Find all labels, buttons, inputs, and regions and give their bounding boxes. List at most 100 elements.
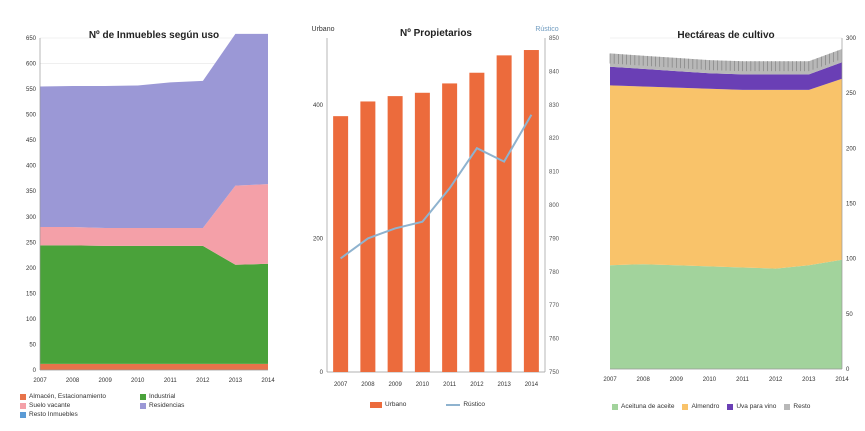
y-tick-label: 250 <box>26 240 37 246</box>
y-tick-label: 250 <box>846 91 857 97</box>
y-tick-label: 200 <box>313 236 324 242</box>
y-tick-label: 600 <box>26 62 37 68</box>
chart-title: Hectáreas de cultivo <box>677 30 774 41</box>
y2-tick-label: 770 <box>549 303 560 309</box>
legend-swatch <box>682 403 689 410</box>
x-tick-label: 2009 <box>98 378 112 384</box>
legend-item-industrial: Industrial <box>140 392 175 401</box>
y-tick-label: 0 <box>33 368 37 374</box>
chart-inmuebles: 0 50 100 150 200 250 300 350 400 450 500 550 600 650 2… <box>0 0 283 426</box>
chart-propietarios-svg: 0 200 400 750 760 770 780 790 800 810 820 830 840 850… <box>312 26 560 388</box>
y2-axis-title: Rústico <box>535 26 558 33</box>
x-tick-label: 2007 <box>33 378 47 384</box>
area-3 <box>40 33 268 229</box>
bar-urbano-1 <box>360 101 376 373</box>
y-tick-label: 50 <box>846 312 853 318</box>
x-tick-label: 2012 <box>196 378 210 384</box>
y-tick-label: 300 <box>846 36 857 42</box>
y-axis-title: Urbano <box>312 26 335 33</box>
x-tick-label: 2012 <box>769 377 783 383</box>
y-tick-label: 550 <box>26 87 37 93</box>
area-1 <box>40 245 268 364</box>
legend-item-resto-inmuebles: Resto Inmuebles <box>20 410 184 419</box>
bar-urbano-0 <box>333 116 349 372</box>
x-tick-label: 2009 <box>670 377 684 383</box>
legend-label: Residencias <box>149 402 185 409</box>
chart-propietarios: 0 200 400 750 760 770 780 790 800 810 820 830 840 850… <box>290 0 590 426</box>
bar-urbano-5 <box>469 72 485 373</box>
legend-swatch <box>784 403 791 410</box>
x-tick-label: 2011 <box>443 382 457 388</box>
area-2 <box>610 62 842 90</box>
x-tick-label: 2012 <box>470 382 484 388</box>
y2-tick-label: 790 <box>549 236 560 242</box>
y-tick-label: 400 <box>26 164 37 170</box>
x-tick-label: 2013 <box>229 378 243 384</box>
x-tick-label: 2011 <box>736 377 750 383</box>
line-rustico <box>340 114 533 260</box>
chart-title: Nº de Inmuebles según uso <box>89 30 219 41</box>
legend-item-rustico: Rústico <box>446 400 485 409</box>
legend-item-uva: Uva para vino <box>727 402 776 411</box>
legend-item-residencias: Residencias <box>140 401 184 410</box>
bar-urbano-3 <box>414 92 430 372</box>
bar-urbano-7 <box>523 50 539 373</box>
legend-swatch <box>612 403 618 410</box>
y2-tick-label: 820 <box>549 136 560 142</box>
x-tick-label: 2013 <box>497 382 511 388</box>
y-tick-label: 150 <box>26 291 37 297</box>
legend-label: Aceituna de aceite <box>621 403 675 410</box>
legend-swatch <box>446 403 461 406</box>
x-tick-label: 2010 <box>703 377 717 383</box>
y-tick-label: 0 <box>846 367 850 373</box>
x-tick-label: 2014 <box>261 378 275 384</box>
x-tick-label: 2013 <box>802 377 816 383</box>
legend-item-almacen: Almacén, Estacionamiento <box>20 392 130 401</box>
area-0 <box>610 259 842 369</box>
y-tick-label: 300 <box>26 215 37 221</box>
legend-swatch <box>20 411 26 418</box>
chart-inmuebles-svg: 0 50 100 150 200 250 300 350 400 450 500 550 600 650 2… <box>26 30 275 384</box>
bar-urbano-6 <box>496 55 512 372</box>
legend-swatch <box>140 402 146 409</box>
x-tick-label: 2011 <box>164 378 178 384</box>
y-tick-label: 400 <box>313 103 324 109</box>
legend-swatch <box>140 393 146 400</box>
y-tick-label: 200 <box>846 146 857 152</box>
y-tick-label: 150 <box>846 202 857 208</box>
legend-item-almendro: Almendro <box>682 402 719 411</box>
chart-title: Nº Propietarios <box>400 28 472 39</box>
y2-tick-label: 840 <box>549 69 560 75</box>
x-tick-label: 2010 <box>131 378 145 384</box>
x-tick-label: 2009 <box>388 382 402 388</box>
legend-propietarios: Urbano Rústico <box>370 400 485 409</box>
x-tick-label: 2014 <box>835 377 849 383</box>
legend-swatch <box>20 402 26 409</box>
y2-tick-label: 760 <box>549 337 560 343</box>
legend-hectareas: Aceituna de aceite Almendro Uva para vin… <box>612 402 810 411</box>
legend-swatch <box>727 403 734 410</box>
y-tick-label: 0 <box>320 370 324 376</box>
y2-tick-label: 800 <box>549 203 560 209</box>
y2-tick-label: 780 <box>549 270 560 276</box>
y2-tick-label: 810 <box>549 170 560 176</box>
legend-label: Resto Inmuebles <box>29 411 78 418</box>
x-tick-label: 2008 <box>66 378 80 384</box>
bar-urbano-4 <box>442 83 458 372</box>
x-tick-label: 2008 <box>361 382 375 388</box>
y-tick-label: 100 <box>26 317 37 323</box>
area-2 <box>40 184 268 265</box>
legend-item-aceituna: Aceituna de aceite <box>612 402 674 411</box>
legend-label: Uva para vino <box>736 403 777 410</box>
legend-item-resto: Resto <box>784 402 810 411</box>
y-tick-label: 450 <box>26 138 37 144</box>
x-tick-label: 2008 <box>636 377 650 383</box>
y-tick-label: 650 <box>26 36 37 42</box>
area-0 <box>40 363 268 370</box>
y2-tick-label: 850 <box>549 36 560 42</box>
legend-inmuebles: Almacén, Estacionamiento Industrial Suel… <box>20 392 184 419</box>
legend-label: Industrial <box>149 393 176 400</box>
y-tick-label: 100 <box>846 257 857 263</box>
legend-item-suelo-vacante: Suelo vacante <box>20 401 130 410</box>
x-tick-label: 2010 <box>416 382 430 388</box>
